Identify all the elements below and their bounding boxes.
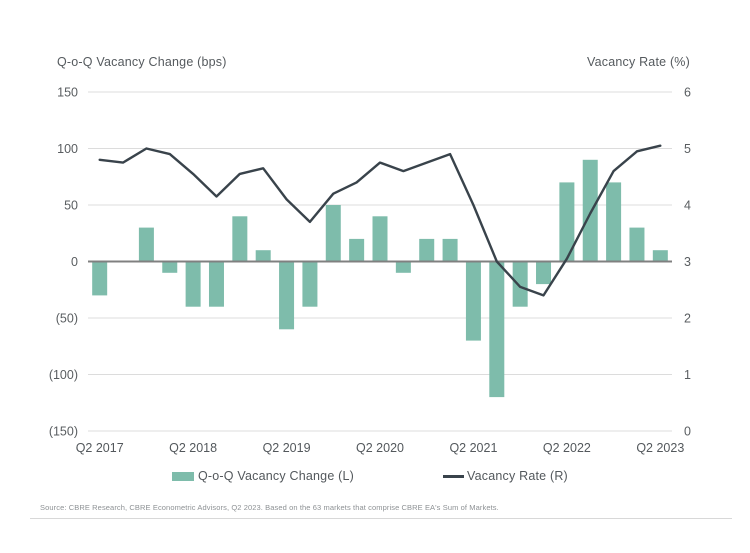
bar-q2-2020 [372,216,388,262]
right-axis-tick-label: 6 [684,86,691,100]
bar-q4-2021 [512,261,528,307]
bar-q4-2017 [138,227,154,262]
bar-q3-2021 [489,261,505,398]
left-axis-title: Q-o-Q Vacancy Change (bps) [57,55,227,69]
bar-q4-2018 [232,216,248,262]
left-axis-tick-label: 0 [71,255,78,269]
bar-q2-2017 [92,261,108,296]
left-axis-tick-label: (100) [49,368,78,382]
left-axis-tick-label: (50) [56,312,78,326]
bar-q2-2021 [465,261,481,341]
right-axis-tick-label: 3 [684,255,691,269]
bar-q1-2018 [162,261,178,273]
bar-q2-2022 [559,182,575,262]
bar-q1-2020 [349,238,365,262]
bar-series-swatch [172,471,194,481]
source-note: Source: CBRE Research, CBRE Econometric … [40,503,499,512]
chart-legend: Q-o-Q Vacancy Change (L) Vacancy Rate (R… [0,468,750,484]
right-axis-tick-label: 2 [684,312,691,326]
x-axis-tick-label: Q2 2020 [356,441,404,455]
left-axis-tick-label: 150 [57,86,78,100]
bar-q1-2023 [629,227,645,262]
bar-q1-2021 [442,238,458,262]
right-axis-tick-label: 4 [684,199,691,213]
bar-q3-2022 [582,159,598,262]
bar-q1-2022 [536,261,552,285]
bar-q3-2019 [302,261,318,307]
right-axis-title: Vacancy Rate (%) [586,55,690,69]
right-axis-tick-label: 5 [684,142,691,156]
x-axis-tick-label: Q2 2017 [76,441,124,455]
bar-q4-2019 [325,205,341,262]
legend-item-vacancy-change: Q-o-Q Vacancy Change (L) [172,468,354,484]
bar-q4-2020 [419,238,435,262]
bottom-divider [30,518,732,519]
legend-item-vacancy-rate: Vacancy Rate (R) [443,468,568,484]
bar-q3-2018 [208,261,224,307]
legend-label-vacancy-rate: Vacancy Rate (R) [467,469,568,483]
legend-label-vacancy-change: Q-o-Q Vacancy Change (L) [198,469,355,483]
right-axis-tick-label: 0 [684,425,691,439]
bar-q3-2020 [395,261,411,273]
bar-q2-2023 [652,250,668,262]
x-axis-tick-label: Q2 2019 [263,441,311,455]
left-axis-tick-label: (150) [49,425,78,439]
bar-q4-2022 [606,182,622,262]
x-axis-tick-label: Q2 2023 [636,441,684,455]
left-axis-tick-label: 100 [57,142,78,156]
bar-q2-2018 [185,261,201,307]
vacancy-rate-line [98,144,662,297]
x-axis-tick-label: Q2 2018 [169,441,217,455]
right-axis-tick-label: 1 [684,368,691,382]
bar-q2-2019 [279,261,295,330]
bar-q1-2019 [255,250,271,262]
line-series-swatch [443,474,464,478]
x-axis-tick-label: Q2 2021 [449,441,497,455]
left-axis-tick-label: 50 [64,199,78,213]
x-axis-tick-label: Q2 2022 [543,441,591,455]
